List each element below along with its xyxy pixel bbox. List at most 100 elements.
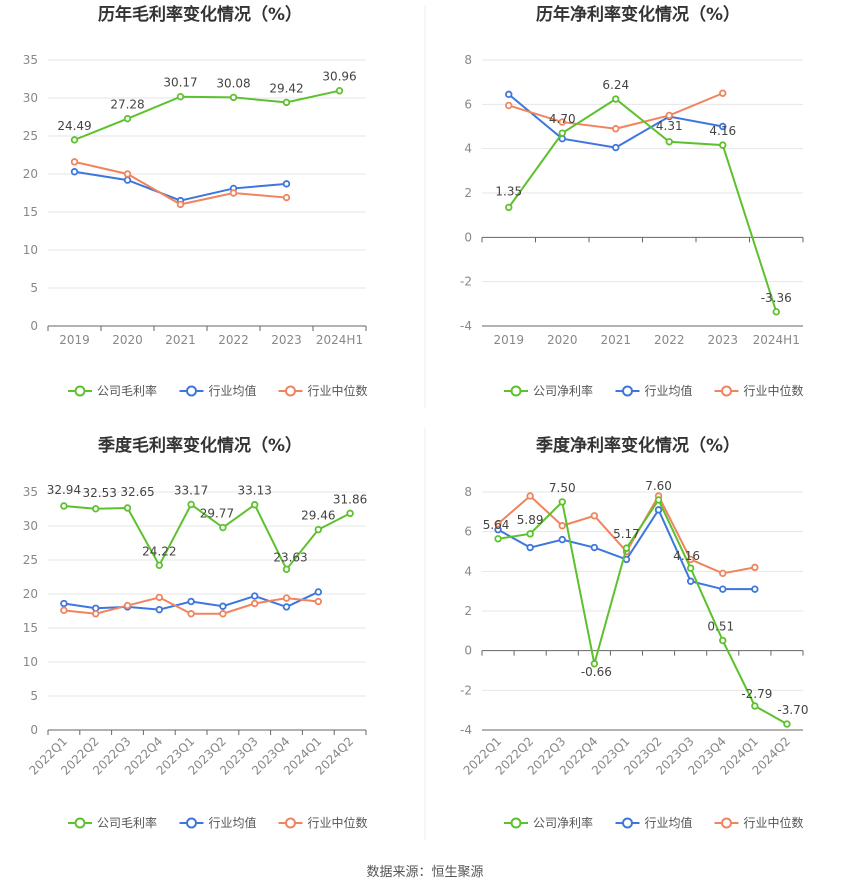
y-tick-label: 4 — [464, 142, 472, 156]
legend-label: 行业中位数 — [308, 383, 368, 398]
y-tick-label: 35 — [23, 485, 38, 499]
data-point-median — [282, 193, 291, 202]
series-line-company — [497, 497, 788, 725]
y-tick-label: 20 — [23, 587, 38, 601]
data-point-company — [494, 535, 502, 543]
data-label: 4.70 — [549, 112, 576, 126]
data-label: 7.60 — [645, 479, 672, 493]
y-tick-label: 15 — [23, 205, 38, 219]
y-tick-label: -4 — [460, 319, 472, 333]
data-label: 24.49 — [57, 119, 91, 133]
data-point-median — [314, 597, 322, 606]
data-point-avg — [751, 585, 759, 593]
data-label: 4.16 — [673, 549, 700, 563]
y-tick-label: 2 — [464, 186, 472, 200]
legend-label: 公司毛利率 — [97, 383, 157, 398]
data-point-company — [282, 98, 291, 107]
x-tick-label: 2024H1 — [753, 333, 800, 347]
chart-title: 历年毛利率变化情况（%） — [98, 4, 302, 25]
quarterly-gross-margin-chart: 季度毛利率变化情况（%）051015202530352022Q12022Q220… — [23, 435, 368, 830]
legend-marker-avg — [186, 817, 197, 829]
data-point-avg — [70, 168, 79, 176]
data-point-median — [187, 610, 195, 618]
data-point-median — [282, 594, 291, 602]
data-point-company — [558, 129, 566, 137]
data-label: 4.16 — [709, 124, 736, 138]
y-tick-label: 6 — [464, 97, 472, 111]
data-point-avg — [590, 543, 599, 552]
data-point-avg — [654, 506, 663, 514]
data-point-median — [70, 158, 79, 166]
data-point-company — [526, 530, 534, 538]
data-point-median — [590, 512, 599, 520]
x-tick-label: 2024H1 — [316, 333, 363, 347]
legend-marker-company — [510, 385, 522, 397]
y-tick-label: 0 — [464, 644, 472, 658]
annual-gross-margin-chart: 历年毛利率变化情况（%） 0 5 10 15 20 25 30 35 2019 2020 2021 20… — [23, 4, 368, 398]
legend-label: 行业均值 — [645, 815, 693, 830]
y-tick-label: 30 — [23, 519, 38, 533]
legend-label: 行业中位数 — [308, 815, 368, 830]
data-label: 24.22 — [142, 544, 176, 558]
y-tick-label: 0 — [30, 319, 38, 333]
data-point-median — [123, 601, 132, 610]
legend-label: 行业中位数 — [744, 383, 804, 398]
data-label: 6.24 — [602, 78, 629, 92]
data-label: 30.96 — [322, 70, 356, 84]
data-point-avg — [558, 535, 566, 544]
x-tick-label: 2019 — [59, 333, 90, 347]
data-source-label: 数据来源：恒生聚源 — [366, 865, 483, 880]
y-tick-label: 4 — [464, 564, 472, 578]
data-label: 33.17 — [174, 483, 208, 497]
legend-marker-avg — [622, 817, 633, 829]
x-tick-label: 2020 — [547, 333, 578, 347]
data-point-median — [719, 569, 727, 578]
data-point-company — [176, 93, 185, 101]
data-label: 32.65 — [120, 485, 154, 499]
data-point-company — [282, 565, 291, 574]
data-point-median — [558, 522, 566, 530]
data-label: -2.79 — [741, 687, 772, 701]
data-label: 32.53 — [83, 486, 117, 500]
data-point-company — [91, 505, 100, 513]
y-tick-label: 25 — [23, 553, 38, 567]
data-label: 23.63 — [273, 550, 307, 564]
data-point-median — [176, 200, 185, 209]
legend-marker-median — [721, 385, 732, 397]
data-point-avg — [612, 143, 620, 152]
data-point-avg — [719, 585, 727, 593]
y-tick-label: 8 — [464, 485, 472, 499]
legend-marker-avg — [186, 385, 197, 397]
x-tick-label: 2023 — [707, 333, 738, 347]
y-tick-label: 30 — [23, 91, 38, 105]
y-tick-label: 35 — [23, 53, 38, 67]
legend-label: 行业中位数 — [744, 815, 804, 830]
chart-title: 季度毛利率变化情况（%） — [98, 435, 302, 456]
legend-marker-median — [721, 817, 732, 829]
data-label: 27.28 — [110, 98, 144, 112]
legend-label: 行业均值 — [645, 383, 693, 398]
data-point-median — [505, 101, 513, 110]
legend-marker-median — [285, 385, 296, 397]
data-point-median — [219, 610, 227, 618]
x-tick-label: 2022 — [218, 333, 249, 347]
y-tick-label: 0 — [30, 723, 38, 737]
data-point-company — [719, 636, 727, 645]
data-point-avg — [314, 588, 322, 596]
data-label: 31.86 — [333, 492, 367, 506]
data-point-company — [60, 502, 68, 510]
y-tick-label: 15 — [23, 621, 38, 635]
data-label: 0.51 — [707, 620, 734, 634]
data-label: 30.08 — [216, 76, 250, 90]
x-tick-label: 2021 — [165, 333, 196, 347]
data-point-company — [314, 525, 322, 534]
legend-label: 公司毛利率 — [97, 815, 157, 830]
y-tick-label: -2 — [460, 683, 472, 697]
x-tick-label: 2019 — [493, 333, 524, 347]
legend-label: 行业均值 — [209, 383, 257, 398]
data-point-company — [783, 720, 791, 728]
legend-marker-company — [74, 817, 86, 829]
legend-label: 公司净利率 — [533, 383, 593, 398]
data-point-company — [622, 544, 631, 552]
data-point-median — [751, 563, 759, 572]
